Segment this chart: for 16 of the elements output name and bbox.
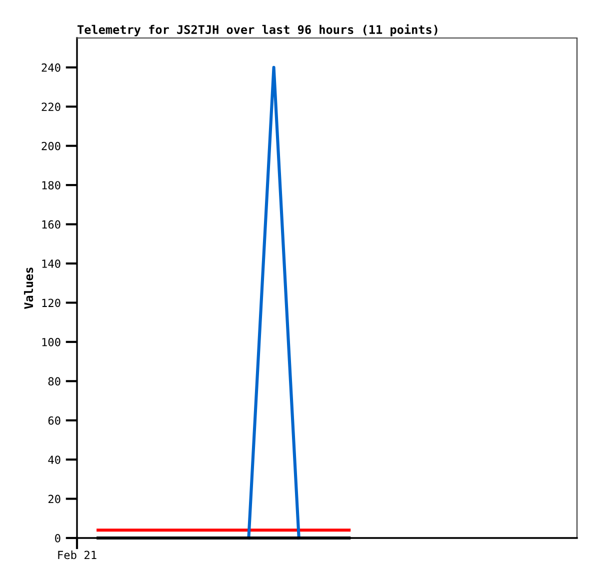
y-tick-label: 80 <box>48 377 60 386</box>
chart-title: Telemetry for JS2TJH over last 96 hours (11 points) <box>78 24 438 36</box>
y-tick-label: 240 <box>42 63 60 72</box>
text: Feb 21 <box>58 550 96 560</box>
y-tick-label: 20 <box>48 494 60 504</box>
y-tick-label: 0 <box>55 534 60 542</box>
y-tick-label: 220 <box>42 102 60 112</box>
y-tick-label: 140 <box>42 259 60 268</box>
y-tick-label: 160 <box>42 220 60 229</box>
y-tick-label: 40 <box>48 456 60 464</box>
y-tick-label: 60 <box>48 416 60 425</box>
y-tick-label: 100 <box>42 338 60 346</box>
y-tick-label: 120 <box>42 298 60 308</box>
y-tick-label: 180 <box>42 181 60 190</box>
y-axis-title: Values <box>24 268 34 309</box>
y-tick-label: 200 <box>42 142 60 150</box>
